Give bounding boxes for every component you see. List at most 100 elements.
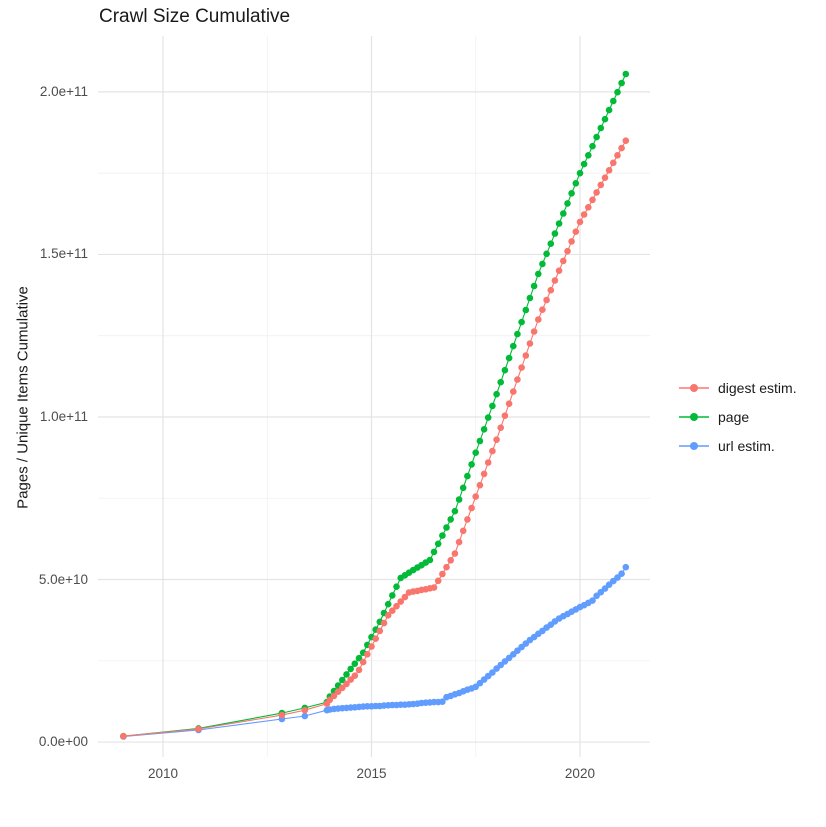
data-point xyxy=(622,70,630,78)
data-point xyxy=(484,414,492,421)
data-point xyxy=(522,352,530,359)
data-point xyxy=(597,124,605,132)
data-point xyxy=(564,247,571,255)
data-point xyxy=(551,277,559,284)
data-point xyxy=(601,585,609,592)
data-point xyxy=(514,330,521,338)
data-point xyxy=(580,160,588,168)
data-point xyxy=(539,260,546,268)
data-point xyxy=(593,189,600,196)
data-point xyxy=(120,732,127,740)
data-point xyxy=(464,472,471,480)
data-point xyxy=(464,516,471,523)
data-point xyxy=(601,115,609,123)
gridlines-major xyxy=(98,36,650,757)
y-tick-label: 0.0e+00 xyxy=(38,734,88,750)
data-point xyxy=(355,666,363,674)
data-point xyxy=(493,390,500,398)
data-point xyxy=(535,270,542,278)
data-point xyxy=(430,548,438,556)
y-tick-label: 1.0e+11 xyxy=(39,408,88,424)
data-point xyxy=(489,447,496,455)
data-point xyxy=(339,676,346,684)
data-point xyxy=(484,459,492,466)
data-point xyxy=(343,680,350,688)
data-point xyxy=(347,665,354,673)
data-point xyxy=(351,660,359,667)
data-point xyxy=(618,144,625,152)
data-point xyxy=(610,159,617,167)
data-point xyxy=(443,524,450,531)
y-tick-label: 5.0e+10 xyxy=(38,571,88,587)
data-point xyxy=(568,190,575,197)
data-point xyxy=(497,378,505,386)
data-point xyxy=(426,556,434,564)
data-point xyxy=(330,692,338,700)
data-point xyxy=(468,461,475,468)
data-point xyxy=(476,481,484,489)
data-point xyxy=(480,426,488,433)
data-point xyxy=(589,196,596,204)
data-point xyxy=(585,152,592,159)
data-point xyxy=(530,282,538,290)
y-tick-label: 1.5e+11 xyxy=(39,246,88,262)
data-point xyxy=(376,627,384,635)
data-point xyxy=(610,97,617,105)
data-point xyxy=(572,180,580,187)
data-point xyxy=(526,340,534,347)
data-point xyxy=(459,527,467,535)
data-point xyxy=(497,424,505,432)
data-point xyxy=(472,449,480,457)
data-point xyxy=(397,598,405,605)
data-point xyxy=(439,698,446,705)
data-point xyxy=(622,137,630,144)
data-point xyxy=(518,318,525,326)
x-tick-label: 2015 xyxy=(356,766,387,781)
data-point xyxy=(622,563,630,571)
legend-item-digest-estim: digest estim. xyxy=(678,377,797,399)
y-tick-label: 2.0e+11 xyxy=(39,83,88,99)
data-point xyxy=(443,563,450,571)
data-point xyxy=(301,706,309,714)
data-point xyxy=(347,676,354,683)
data-point xyxy=(576,218,584,226)
data-point xyxy=(614,88,621,96)
data-point xyxy=(380,619,388,627)
data-point xyxy=(476,437,484,445)
data-point xyxy=(605,106,613,114)
series-url-estim xyxy=(120,563,630,740)
data-point xyxy=(501,412,509,420)
chart-title: Crawl Size Cumulative xyxy=(99,6,291,27)
x-tick-label: 2010 xyxy=(148,766,179,781)
data-point xyxy=(510,342,517,350)
data-point xyxy=(447,516,455,523)
legend: digest estim. page url estim. xyxy=(678,377,797,464)
data-point xyxy=(480,470,488,478)
data-point xyxy=(384,612,392,619)
data-point xyxy=(493,436,500,444)
data-point xyxy=(555,267,563,274)
series-digest-estim xyxy=(120,137,630,740)
data-point xyxy=(543,250,550,258)
data-point xyxy=(539,306,546,314)
data-point xyxy=(393,583,400,590)
data-point xyxy=(614,152,621,159)
data-point xyxy=(339,684,346,692)
data-point xyxy=(501,366,509,374)
data-point xyxy=(547,240,555,247)
data-point xyxy=(560,257,567,265)
data-point xyxy=(472,493,480,500)
data-point xyxy=(384,600,392,608)
legend-key-line-dot-icon xyxy=(679,442,709,450)
y-axis-title: Pages / Unique Items Cumulative xyxy=(14,286,32,509)
data-point xyxy=(518,364,525,371)
data-point xyxy=(522,306,530,314)
data-point xyxy=(576,169,584,177)
data-point xyxy=(589,597,596,604)
data-point xyxy=(489,402,496,410)
legend-item-page: page xyxy=(678,406,797,428)
data-point xyxy=(455,538,463,546)
data-point xyxy=(334,688,342,695)
data-point xyxy=(551,230,559,237)
data-point xyxy=(343,671,350,678)
